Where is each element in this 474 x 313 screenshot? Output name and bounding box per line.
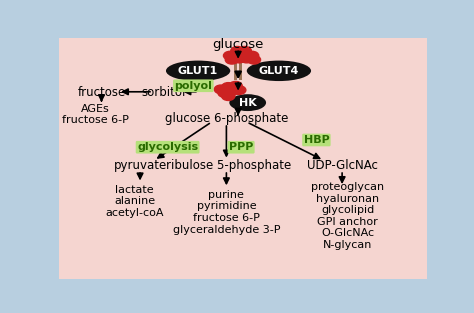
Circle shape — [240, 54, 253, 63]
Circle shape — [238, 50, 251, 59]
Text: ribulose 5-phosphate: ribulose 5-phosphate — [165, 159, 291, 172]
Ellipse shape — [229, 94, 266, 111]
Text: glucose: glucose — [212, 38, 264, 51]
Text: fructose: fructose — [77, 86, 126, 100]
Circle shape — [238, 46, 251, 55]
Text: lactate
alanine
acetyl-coA: lactate alanine acetyl-coA — [105, 185, 164, 218]
Text: HK: HK — [239, 98, 256, 108]
Text: glucose 6-phosphate: glucose 6-phosphate — [164, 112, 288, 125]
Circle shape — [229, 81, 242, 90]
Circle shape — [225, 55, 238, 64]
Text: AGEs
fructose 6-P: AGEs fructose 6-P — [62, 104, 128, 126]
Text: purine
pyrimidine
fructose 6-P
glyceraldehyde 3-P: purine pyrimidine fructose 6-P glycerald… — [173, 190, 280, 235]
Ellipse shape — [166, 61, 230, 81]
Circle shape — [222, 92, 235, 100]
Ellipse shape — [247, 61, 311, 81]
Text: PPP: PPP — [229, 142, 253, 152]
Text: glycolysis: glycolysis — [137, 142, 198, 152]
Text: UDP-GlcNAc: UDP-GlcNAc — [307, 159, 378, 172]
Circle shape — [222, 83, 235, 91]
Text: polyol: polyol — [174, 81, 212, 91]
Text: proteoglycan
hyaluronan
glycolipid
GPI anchor
O-GlcNAc
N-glycan: proteoglycan hyaluronan glycolipid GPI a… — [311, 182, 384, 250]
Text: sorbitol: sorbitol — [141, 86, 185, 100]
FancyBboxPatch shape — [239, 62, 242, 80]
Circle shape — [225, 87, 238, 95]
Circle shape — [231, 50, 244, 59]
Circle shape — [223, 51, 237, 60]
Circle shape — [218, 89, 231, 97]
Circle shape — [233, 86, 246, 95]
Circle shape — [247, 55, 261, 64]
Circle shape — [246, 51, 259, 60]
Circle shape — [214, 85, 228, 94]
Circle shape — [233, 54, 246, 63]
FancyBboxPatch shape — [55, 33, 432, 283]
Text: HBP: HBP — [303, 135, 329, 145]
Text: GLUT1: GLUT1 — [178, 66, 218, 76]
Text: pyruvate: pyruvate — [113, 159, 167, 172]
Circle shape — [231, 46, 244, 55]
Text: GLUT4: GLUT4 — [259, 66, 299, 76]
FancyBboxPatch shape — [234, 62, 237, 80]
